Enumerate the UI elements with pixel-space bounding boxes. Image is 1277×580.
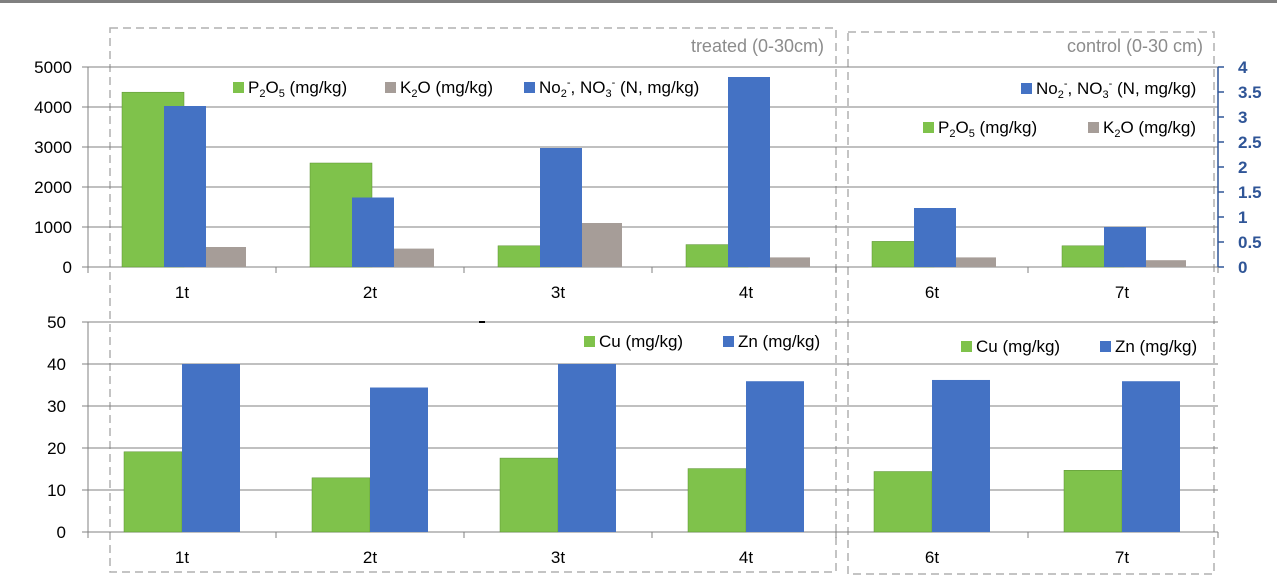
y-tick-label: 0 [63, 258, 72, 277]
bar-cu [1063, 470, 1123, 533]
x-category-label: 4t [739, 548, 753, 567]
x-category-label: 7t [1115, 548, 1129, 567]
x-category-label: 7t [1115, 283, 1129, 302]
y2-tick-label: 1.5 [1238, 183, 1262, 202]
y-tick-label: 30 [47, 397, 66, 416]
legend-swatch-p2o5 [923, 122, 934, 133]
bar-cu [499, 457, 559, 533]
x-category-label: 2t [363, 548, 377, 567]
treated-panel-title: treated (0-30cm) [691, 36, 824, 56]
legend-swatch-zn [723, 336, 734, 347]
legend-label-zn: Zn (mg/kg) [738, 332, 820, 351]
legend-label-p2o5: P2O5 (mg/kg) [248, 78, 347, 100]
y-tick-label: 3000 [34, 138, 72, 157]
y2-tick-label: 0 [1238, 258, 1247, 277]
bar-zn [746, 381, 804, 532]
legend-swatch-k2o [385, 82, 396, 93]
bar-no3 [1104, 227, 1146, 267]
y-tick-label: 5000 [34, 58, 72, 77]
bar-zn [182, 364, 240, 532]
bar-k2o [206, 247, 246, 267]
bar-no3 [914, 208, 956, 267]
bar-zn [558, 364, 616, 532]
y-tick-label: 0 [57, 523, 66, 542]
y2-tick-label: 4 [1238, 58, 1248, 77]
stray-mark [479, 321, 485, 323]
metals-chart: 0 10 20 30 40 50 1t 2t 3t 4t 6t 7t [47, 313, 1219, 567]
x-category-label: 3t [551, 283, 565, 302]
x-category-label: 3t [551, 548, 565, 567]
control-panel-frame [847, 31, 1215, 575]
bar-cu [311, 477, 371, 533]
legend-label-p2o5: P2O5 (mg/kg) [938, 118, 1037, 140]
bar-no3 [352, 197, 394, 267]
legend-label-zn: Zn (mg/kg) [1115, 337, 1197, 356]
legend-label-cu: Cu (mg/kg) [976, 337, 1060, 356]
legends: P2O5 (mg/kg) K2O (mg/kg) No2-, NO3- (N, mg… [233, 77, 1197, 356]
bar-cu [123, 451, 183, 533]
x-category-label: 2t [363, 283, 377, 302]
bar-k2o [1146, 260, 1186, 267]
y-tick-label: 10 [47, 481, 66, 500]
legend-swatch-zn [1100, 341, 1111, 352]
y-tick-label: 40 [47, 355, 66, 374]
bar-no3 [540, 148, 582, 267]
y-tick-label: 20 [47, 439, 66, 458]
treated-panel-frame [109, 27, 837, 573]
bar-zn [370, 387, 428, 532]
bar-no3 [728, 77, 770, 267]
y2-tick-label: 0.5 [1238, 233, 1262, 252]
legend-swatch-cu [961, 341, 972, 352]
legend-label-k2o: K2O (mg/kg) [400, 78, 493, 100]
x-category-label: 6t [925, 548, 939, 567]
y2-tick-label: 3.5 [1238, 83, 1262, 102]
legend-swatch-p2o5 [233, 82, 244, 93]
x-category-label: 4t [739, 283, 753, 302]
legend-swatch-k2o [1088, 122, 1099, 133]
legend-swatch-no3 [524, 82, 535, 93]
x-category-label: 6t [925, 283, 939, 302]
control-panel-title: control (0-30 cm) [1067, 36, 1203, 56]
bar-k2o [582, 223, 622, 267]
y-tick-label: 1000 [34, 218, 72, 237]
bar-zn [932, 379, 990, 532]
y2-tick-label: 1 [1238, 208, 1247, 227]
legend-swatch-no3 [1021, 83, 1032, 94]
nutrients-chart: 0 1000 2000 3000 4000 5000 0 0.5 1 1.5 2 2.5 3 3.5 4 1t… [34, 58, 1261, 302]
legend-swatch-cu [584, 336, 595, 347]
bar-k2o [956, 257, 996, 267]
legend-label-no3: No2-, NO3- (N, mg/kg) [1036, 78, 1196, 101]
y2-tick-label: 3 [1238, 108, 1247, 127]
figure-top-border [0, 0, 1277, 3]
y2-tick-label: 2 [1238, 158, 1247, 177]
bar-k2o [394, 248, 434, 267]
y-tick-label: 4000 [34, 98, 72, 117]
legend-label-k2o: K2O (mg/kg) [1103, 118, 1196, 140]
legend-label-no3: No2-, NO3- (N, mg/kg) [539, 77, 699, 100]
bar-cu [687, 468, 747, 533]
legend-label-cu: Cu (mg/kg) [599, 332, 683, 351]
y-tick-label: 2000 [34, 178, 72, 197]
y-tick-label: 50 [47, 313, 66, 332]
x-category-label: 1t [175, 283, 189, 302]
x-category-label: 1t [175, 548, 189, 567]
bar-cu [873, 471, 933, 533]
bar-zn [1122, 381, 1180, 532]
bar-k2o [770, 257, 810, 267]
y2-tick-label: 2.5 [1238, 133, 1262, 152]
bar-no3 [164, 106, 206, 267]
